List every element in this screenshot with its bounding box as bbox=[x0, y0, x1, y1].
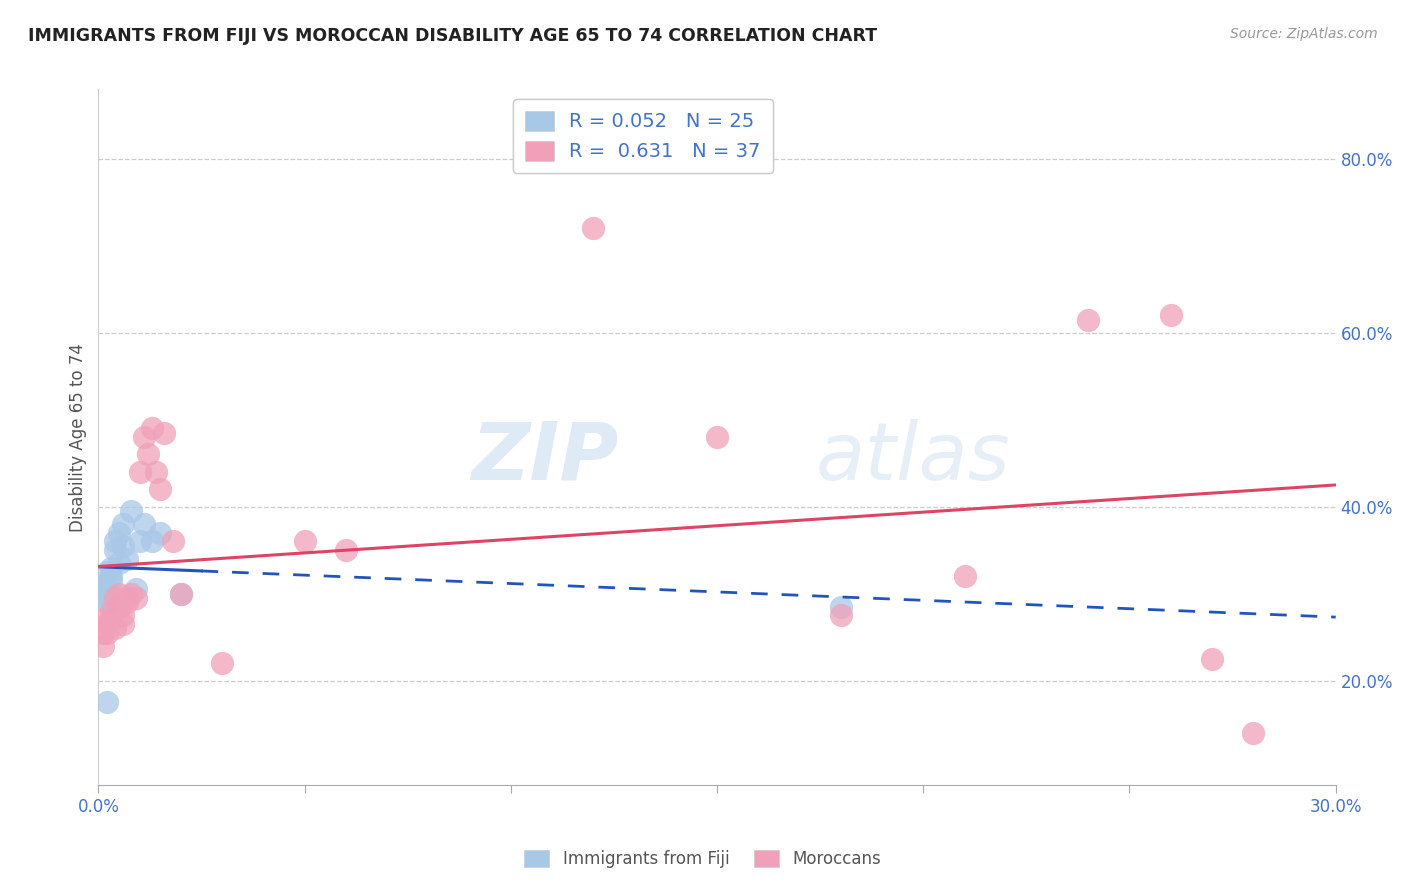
Point bbox=[170, 587, 193, 601]
Point bbox=[335, 543, 357, 558]
Point bbox=[1077, 312, 1099, 326]
Point bbox=[145, 465, 167, 479]
Point bbox=[104, 621, 127, 635]
Point bbox=[100, 604, 122, 618]
Point bbox=[108, 525, 131, 540]
Point bbox=[136, 447, 159, 462]
Point bbox=[1201, 652, 1223, 666]
Point bbox=[91, 591, 114, 605]
Point bbox=[120, 587, 142, 601]
Point bbox=[112, 617, 135, 632]
Point bbox=[132, 430, 155, 444]
Point bbox=[162, 534, 184, 549]
Point bbox=[830, 608, 852, 623]
Point bbox=[108, 556, 131, 570]
Point bbox=[582, 221, 605, 235]
Point bbox=[108, 599, 131, 614]
Point bbox=[96, 695, 118, 709]
Point bbox=[141, 421, 163, 435]
Point bbox=[132, 516, 155, 531]
Point bbox=[120, 504, 142, 518]
Point bbox=[128, 465, 150, 479]
Text: IMMIGRANTS FROM FIJI VS MOROCCAN DISABILITY AGE 65 TO 74 CORRELATION CHART: IMMIGRANTS FROM FIJI VS MOROCCAN DISABIL… bbox=[28, 27, 877, 45]
Point bbox=[124, 582, 146, 597]
Point bbox=[706, 430, 728, 444]
Point bbox=[153, 425, 176, 440]
Point bbox=[112, 539, 135, 553]
Point bbox=[128, 534, 150, 549]
Point bbox=[108, 587, 131, 601]
Point bbox=[112, 516, 135, 531]
Point bbox=[91, 582, 114, 597]
Point bbox=[830, 599, 852, 614]
Point bbox=[149, 482, 172, 496]
Point bbox=[100, 613, 122, 627]
Point bbox=[124, 591, 146, 605]
Y-axis label: Disability Age 65 to 74: Disability Age 65 to 74 bbox=[69, 343, 87, 532]
Point bbox=[96, 617, 118, 632]
Point bbox=[294, 534, 316, 549]
Point bbox=[104, 534, 127, 549]
Point bbox=[170, 587, 193, 601]
Point bbox=[91, 613, 114, 627]
Text: atlas: atlas bbox=[815, 419, 1011, 497]
Point bbox=[149, 525, 172, 540]
Point bbox=[953, 569, 976, 583]
Legend: R = 0.052   N = 25, R =  0.631   N = 37: R = 0.052 N = 25, R = 0.631 N = 37 bbox=[513, 99, 772, 173]
Point bbox=[96, 565, 118, 579]
Point bbox=[117, 551, 139, 566]
Point bbox=[112, 608, 135, 623]
Text: ZIP: ZIP bbox=[471, 419, 619, 497]
Point bbox=[100, 574, 122, 588]
Point bbox=[117, 591, 139, 605]
Point bbox=[104, 591, 127, 605]
Point bbox=[1160, 309, 1182, 323]
Point bbox=[100, 560, 122, 574]
Point bbox=[91, 578, 114, 592]
Point bbox=[141, 534, 163, 549]
Point bbox=[104, 543, 127, 558]
Point bbox=[211, 657, 233, 671]
Text: Source: ZipAtlas.com: Source: ZipAtlas.com bbox=[1230, 27, 1378, 41]
Point bbox=[117, 595, 139, 609]
Point bbox=[100, 569, 122, 583]
Point bbox=[91, 639, 114, 653]
Point bbox=[91, 625, 114, 640]
Legend: Immigrants from Fiji, Moroccans: Immigrants from Fiji, Moroccans bbox=[517, 843, 889, 875]
Point bbox=[96, 625, 118, 640]
Point bbox=[96, 587, 118, 601]
Point bbox=[96, 595, 118, 609]
Point bbox=[1241, 725, 1264, 739]
